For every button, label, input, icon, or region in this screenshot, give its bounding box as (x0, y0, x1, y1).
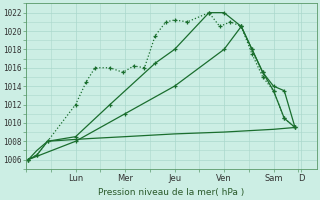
X-axis label: Pression niveau de la mer( hPa ): Pression niveau de la mer( hPa ) (98, 188, 244, 197)
